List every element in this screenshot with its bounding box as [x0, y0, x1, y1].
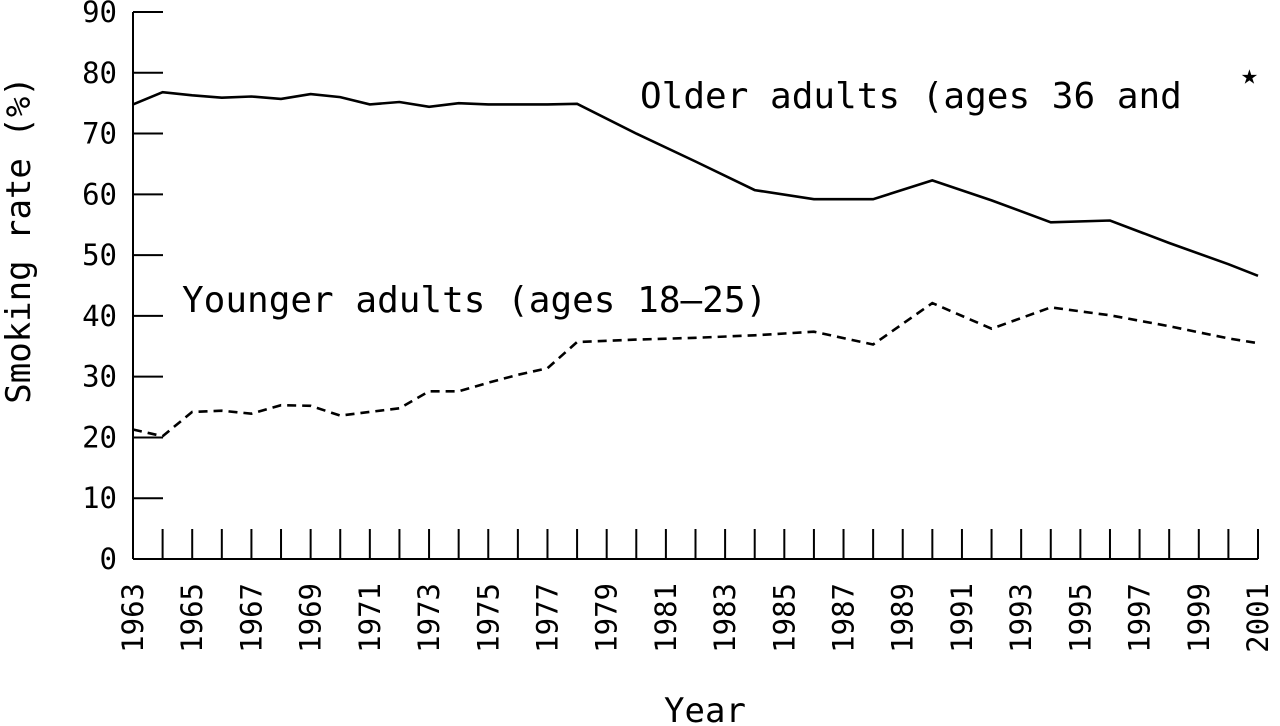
x-tick-label: 1979 [590, 583, 624, 653]
series-label-younger: Younger adults (ages 18–25) [182, 280, 767, 321]
y-tick-label: 80 [82, 56, 117, 90]
x-axis-title: Year [664, 691, 746, 726]
series-line-older [132, 90, 1259, 278]
y-tick-label: 70 [82, 117, 117, 151]
x-tick-label: 1999 [1182, 583, 1216, 653]
x-tick-label: 1991 [945, 583, 979, 653]
x-tick-label: 1981 [649, 583, 683, 653]
star-icon: ★ [1241, 58, 1258, 91]
y-tick-label: 0 [100, 542, 117, 576]
x-tick-label: 1973 [412, 583, 446, 653]
x-tick-label: 1993 [1004, 583, 1038, 653]
x-tick-label: 1995 [1063, 583, 1097, 653]
y-tick-label: 20 [82, 420, 117, 454]
x-tick-label: 1965 [175, 583, 209, 653]
x-tick-label: 1997 [1123, 583, 1157, 653]
y-tick-label: 40 [82, 299, 117, 333]
plot-area: 0 10 20 30 40 50 60 70 80 90 1963 1965 1967 1969 1971 1… [82, 0, 1275, 653]
x-tick-label: 1977 [530, 583, 564, 653]
y-tick-label: 10 [82, 481, 117, 515]
x-tick-label: 1983 [708, 583, 742, 653]
x-tick-label: 1985 [767, 583, 801, 653]
y-tick-label: 90 [82, 0, 117, 29]
y-tick-label: 30 [82, 360, 117, 394]
x-tick-label: 1987 [827, 583, 861, 653]
x-tick-label: 1963 [116, 583, 150, 653]
x-tick-label: 1975 [471, 583, 505, 653]
series-label-older: Older adults (ages 36 and [640, 76, 1182, 117]
series-line-younger [132, 301, 1259, 438]
x-tick-label: 1971 [353, 583, 387, 653]
y-axis-title: Smoking rate (%) [0, 76, 39, 404]
x-tick-label: 2001 [1241, 583, 1275, 653]
x-tick-label: 1989 [886, 583, 920, 653]
y-tick-label: 50 [82, 238, 117, 272]
x-tick-label: 1969 [294, 583, 328, 653]
y-tick-label: 60 [82, 177, 117, 211]
x-tick-label: 1967 [234, 583, 268, 653]
